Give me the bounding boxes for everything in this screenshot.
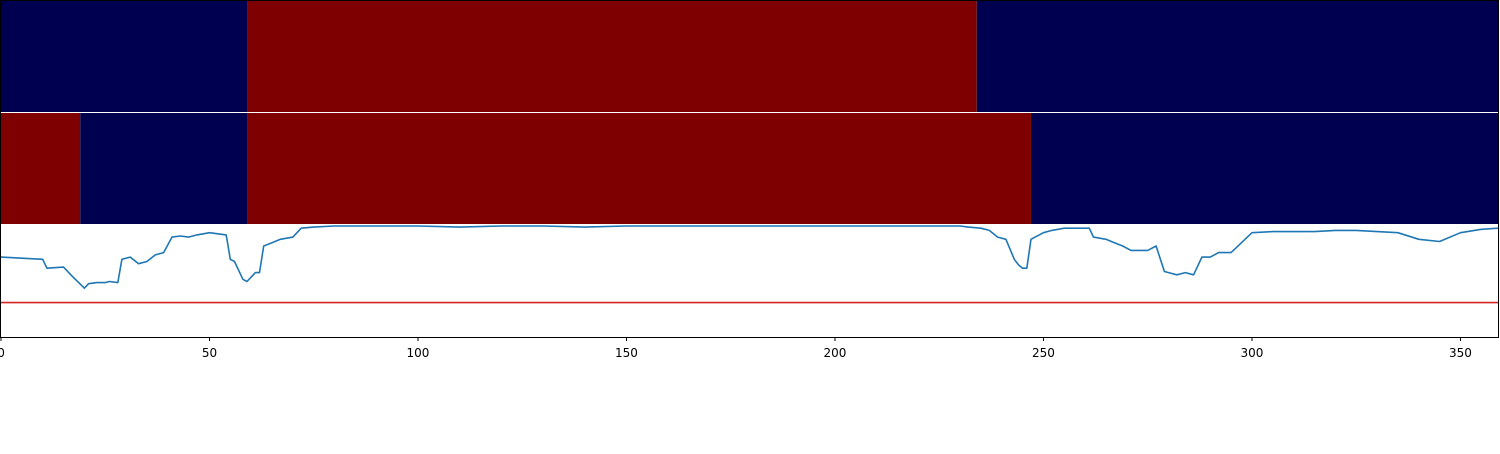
band-2-segment-3 [247,113,1031,224]
x-tick-label: 100 [407,346,430,360]
band-1-segment-1 [1,1,248,112]
band-2-segment-4 [1030,113,1498,224]
signal-series-line [0,225,1499,290]
x-tick-label: 50 [202,346,217,360]
x-tick-label: 150 [615,346,638,360]
x-tick-label: 300 [1241,346,1264,360]
band-1-segment-3 [976,1,1498,112]
x-tick-label: 350 [1449,346,1472,360]
band-1-segment-2 [247,1,977,112]
x-tick-label: 0 [0,346,5,360]
x-axis: 0 50 100 150 200 250 300 350 [0,337,1472,360]
band-2-segment-2 [80,113,248,224]
x-tick-label: 250 [1032,346,1055,360]
band-2-segment-1 [1,113,81,224]
state-bands [1,1,1498,224]
x-tick-label: 200 [824,346,847,360]
plot-frame [0,0,1499,338]
signal-panel [0,0,1499,338]
